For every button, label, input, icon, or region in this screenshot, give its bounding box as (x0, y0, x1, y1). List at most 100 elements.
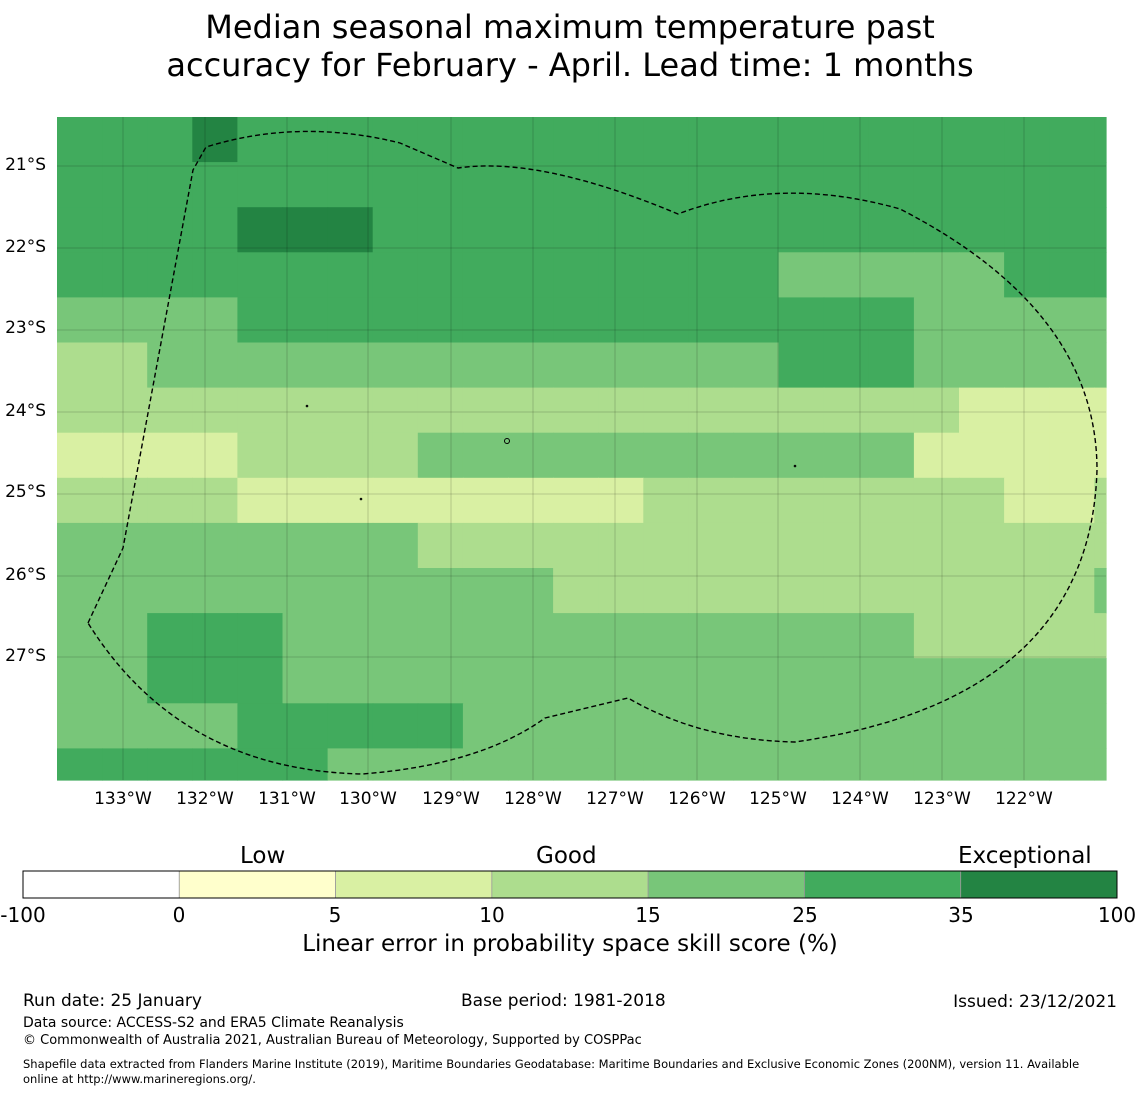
skill-cell (192, 432, 238, 479)
skill-cell (598, 613, 644, 659)
skill-cell (327, 207, 374, 253)
skill-cell (959, 748, 1005, 781)
skill-cell (508, 207, 554, 253)
colorbar-tick-25: 25 (792, 903, 818, 927)
skill-cell (598, 432, 644, 479)
skill-cell (508, 613, 554, 659)
skill-cell (372, 207, 419, 253)
skill-cell (688, 342, 735, 389)
run-date: Run date: 25 January (23, 991, 202, 1011)
skill-cell (553, 748, 599, 781)
skill-cell (1049, 703, 1095, 749)
skill-cell (1094, 342, 1107, 389)
skill-cell (417, 477, 464, 524)
colorbar-segment (491, 870, 649, 899)
skill-cell (778, 297, 825, 344)
skill-cell (688, 207, 735, 253)
skill-cell (372, 252, 419, 298)
skill-cell (959, 522, 1005, 569)
skill-cell (1049, 568, 1095, 614)
skill-cell (959, 252, 1005, 298)
skill-cell (643, 387, 689, 434)
skill-cell (57, 748, 103, 781)
skill-cell (417, 432, 464, 479)
skill-cell (823, 297, 870, 344)
skill-cell (508, 477, 554, 524)
skill-cell (102, 342, 148, 389)
skill-cell (688, 117, 735, 163)
skill-cell (372, 748, 419, 781)
skill-cell (147, 252, 193, 298)
skill-cell (643, 658, 689, 704)
skill-cell (327, 297, 374, 344)
skill-cell (282, 162, 329, 208)
copyright: © Commonwealth of Australia 2021, Austra… (23, 1033, 642, 1048)
skill-cell (1094, 477, 1107, 524)
skill-cell (868, 117, 915, 163)
skill-cell (508, 568, 554, 614)
skill-cell (868, 613, 915, 659)
lat-label-24s: 24°S (5, 401, 46, 421)
skill-cell (823, 703, 870, 749)
skill-cell (237, 387, 284, 434)
skill-cell (462, 162, 509, 208)
skill-cell (688, 658, 735, 704)
skill-cells (57, 117, 1107, 781)
skill-cell (57, 703, 103, 749)
skill-cell (598, 297, 644, 344)
lon-label-124w: 124°W (831, 789, 889, 809)
skill-cell (1049, 342, 1095, 389)
skill-cell (598, 342, 644, 389)
skill-cell (553, 613, 599, 659)
skill-cell (868, 658, 915, 704)
skill-cell (192, 162, 238, 208)
skill-cell (237, 432, 284, 479)
skill-cell (508, 252, 554, 298)
skill-cell (372, 522, 419, 569)
skill-cell (282, 658, 329, 704)
skill-cell (553, 117, 599, 163)
skill-cell (102, 162, 148, 208)
skill-cell (102, 207, 148, 253)
skill-cell (237, 613, 284, 659)
skill-cell (778, 117, 825, 163)
skill-cell (959, 568, 1005, 614)
skill-cell (102, 252, 148, 298)
skill-cell (508, 117, 554, 163)
skill-cell (1094, 117, 1107, 163)
skill-cell (688, 252, 735, 298)
skill-cell (598, 658, 644, 704)
skill-cell (643, 342, 689, 389)
skill-cell (417, 613, 464, 659)
skill-cell (643, 252, 689, 298)
colorbar-segment (960, 870, 1118, 899)
skill-cell (192, 207, 238, 253)
skill-cell (959, 342, 1005, 389)
skill-cell (598, 207, 644, 253)
skill-cell (327, 117, 374, 163)
skill-cell (147, 342, 193, 389)
skill-cell (192, 387, 238, 434)
colorbar-segment (22, 870, 180, 899)
skill-cell (1094, 207, 1107, 253)
skill-cell (462, 703, 509, 749)
skill-cell (147, 522, 193, 569)
skill-cell (57, 613, 103, 659)
skill-cell (868, 342, 915, 389)
skill-cell (282, 568, 329, 614)
skill-cell (823, 387, 870, 434)
skill-cell (147, 297, 193, 344)
skill-cell (598, 522, 644, 569)
skill-cell (778, 387, 825, 434)
skill-cell (237, 117, 284, 163)
skill-cell (1094, 568, 1107, 614)
skill-cell (417, 117, 464, 163)
lon-label-129w: 129°W (422, 789, 480, 809)
skill-cell (643, 297, 689, 344)
skill-cell (598, 703, 644, 749)
skill-cell (462, 748, 509, 781)
skill-cell (147, 658, 193, 704)
legend-category-exceptional: Exceptional (958, 843, 1092, 869)
skill-cell (237, 658, 284, 704)
skill-cell (462, 432, 509, 479)
